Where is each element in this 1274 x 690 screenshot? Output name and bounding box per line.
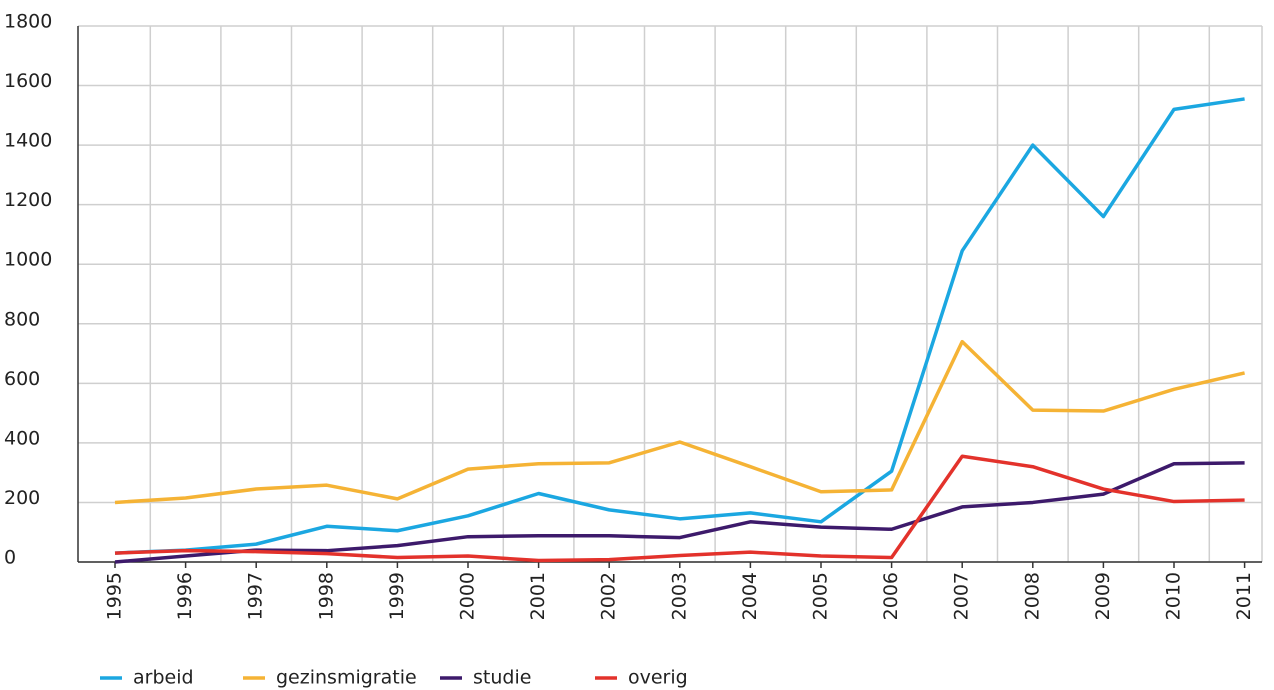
x-tick-label: 2005 (810, 572, 832, 620)
x-tick-label: 1995 (104, 572, 126, 620)
y-tick-label: 400 (4, 427, 40, 449)
y-tick-label: 1800 (4, 11, 52, 33)
x-tick-label: 1999 (386, 572, 408, 620)
legend-label: studie (473, 667, 531, 689)
x-tick-label: 2010 (1163, 572, 1185, 620)
y-tick-label: 600 (4, 368, 40, 390)
legend-label: gezinsmigratie (276, 667, 417, 689)
x-tick-label: 2003 (668, 572, 690, 620)
series-line (114, 339, 1245, 505)
y-tick-label: 800 (4, 308, 40, 330)
y-tick-label: 1200 (4, 189, 52, 211)
x-tick-label: 2001 (527, 572, 549, 620)
series-line (114, 461, 1245, 564)
x-tick-label: 1998 (315, 572, 337, 620)
y-tick-label: 0 (4, 547, 16, 569)
x-tick-label: 2008 (1021, 572, 1043, 620)
x-tick-label: 2009 (1092, 572, 1114, 620)
legend-label: arbeid (133, 667, 194, 689)
legend-label: overig (628, 667, 688, 689)
x-tick-label: 1997 (245, 572, 267, 620)
series-line (114, 454, 1245, 563)
x-tick-label: 2006 (880, 572, 902, 620)
y-tick-label: 200 (4, 487, 40, 509)
x-tick-label: 2002 (598, 572, 620, 620)
x-tick-label: 2011 (1233, 572, 1255, 620)
y-tick-label: 1000 (4, 249, 52, 271)
x-tick-label: 2007 (951, 572, 973, 620)
series-line (114, 97, 1245, 555)
x-tick-label: 2000 (457, 572, 479, 620)
y-tick-label: 1400 (4, 130, 52, 152)
x-tick-label: 2004 (739, 572, 761, 620)
y-tick-label: 1600 (4, 70, 52, 92)
x-tick-label: 1996 (174, 572, 196, 620)
